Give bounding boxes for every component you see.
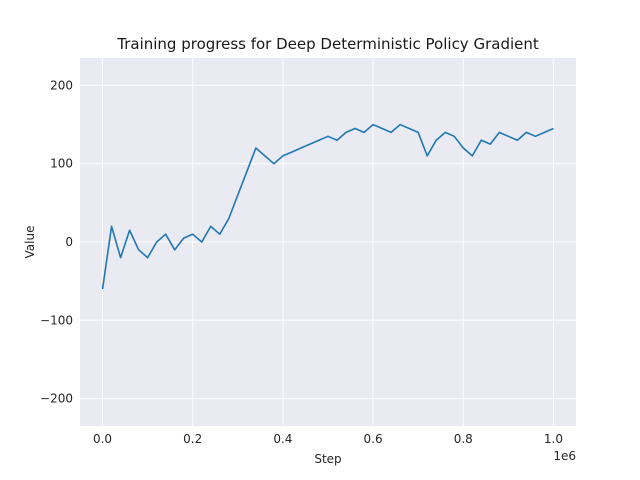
y-tick-label: 0 <box>65 235 73 249</box>
x-tick-label: 0.0 <box>93 432 112 446</box>
x-tick-label: 0.4 <box>273 432 292 446</box>
chart-title: Training progress for Deep Deterministic… <box>116 35 539 53</box>
y-tick-label: −200 <box>40 392 73 406</box>
y-tick-label: 100 <box>50 157 73 171</box>
x-axis: 0.0 0.2 0.4 0.6 0.8 1.0 <box>93 432 563 446</box>
x-tick-label: 0.8 <box>454 432 473 446</box>
x-axis-offset-label: 1e6 <box>553 449 576 463</box>
x-tick-label: 0.6 <box>364 432 383 446</box>
y-tick-label: 200 <box>50 78 73 92</box>
grid <box>80 58 576 426</box>
y-axis-label: Value <box>23 226 37 259</box>
series-layer <box>101 123 554 290</box>
x-axis-label: Step <box>314 452 341 466</box>
y-axis: −200 −100 0 100 200 <box>40 78 73 405</box>
x-tick-label: 1.0 <box>544 432 563 446</box>
series-line <box>101 123 554 290</box>
y-tick-label: −100 <box>40 313 73 327</box>
x-tick-label: 0.2 <box>183 432 202 446</box>
